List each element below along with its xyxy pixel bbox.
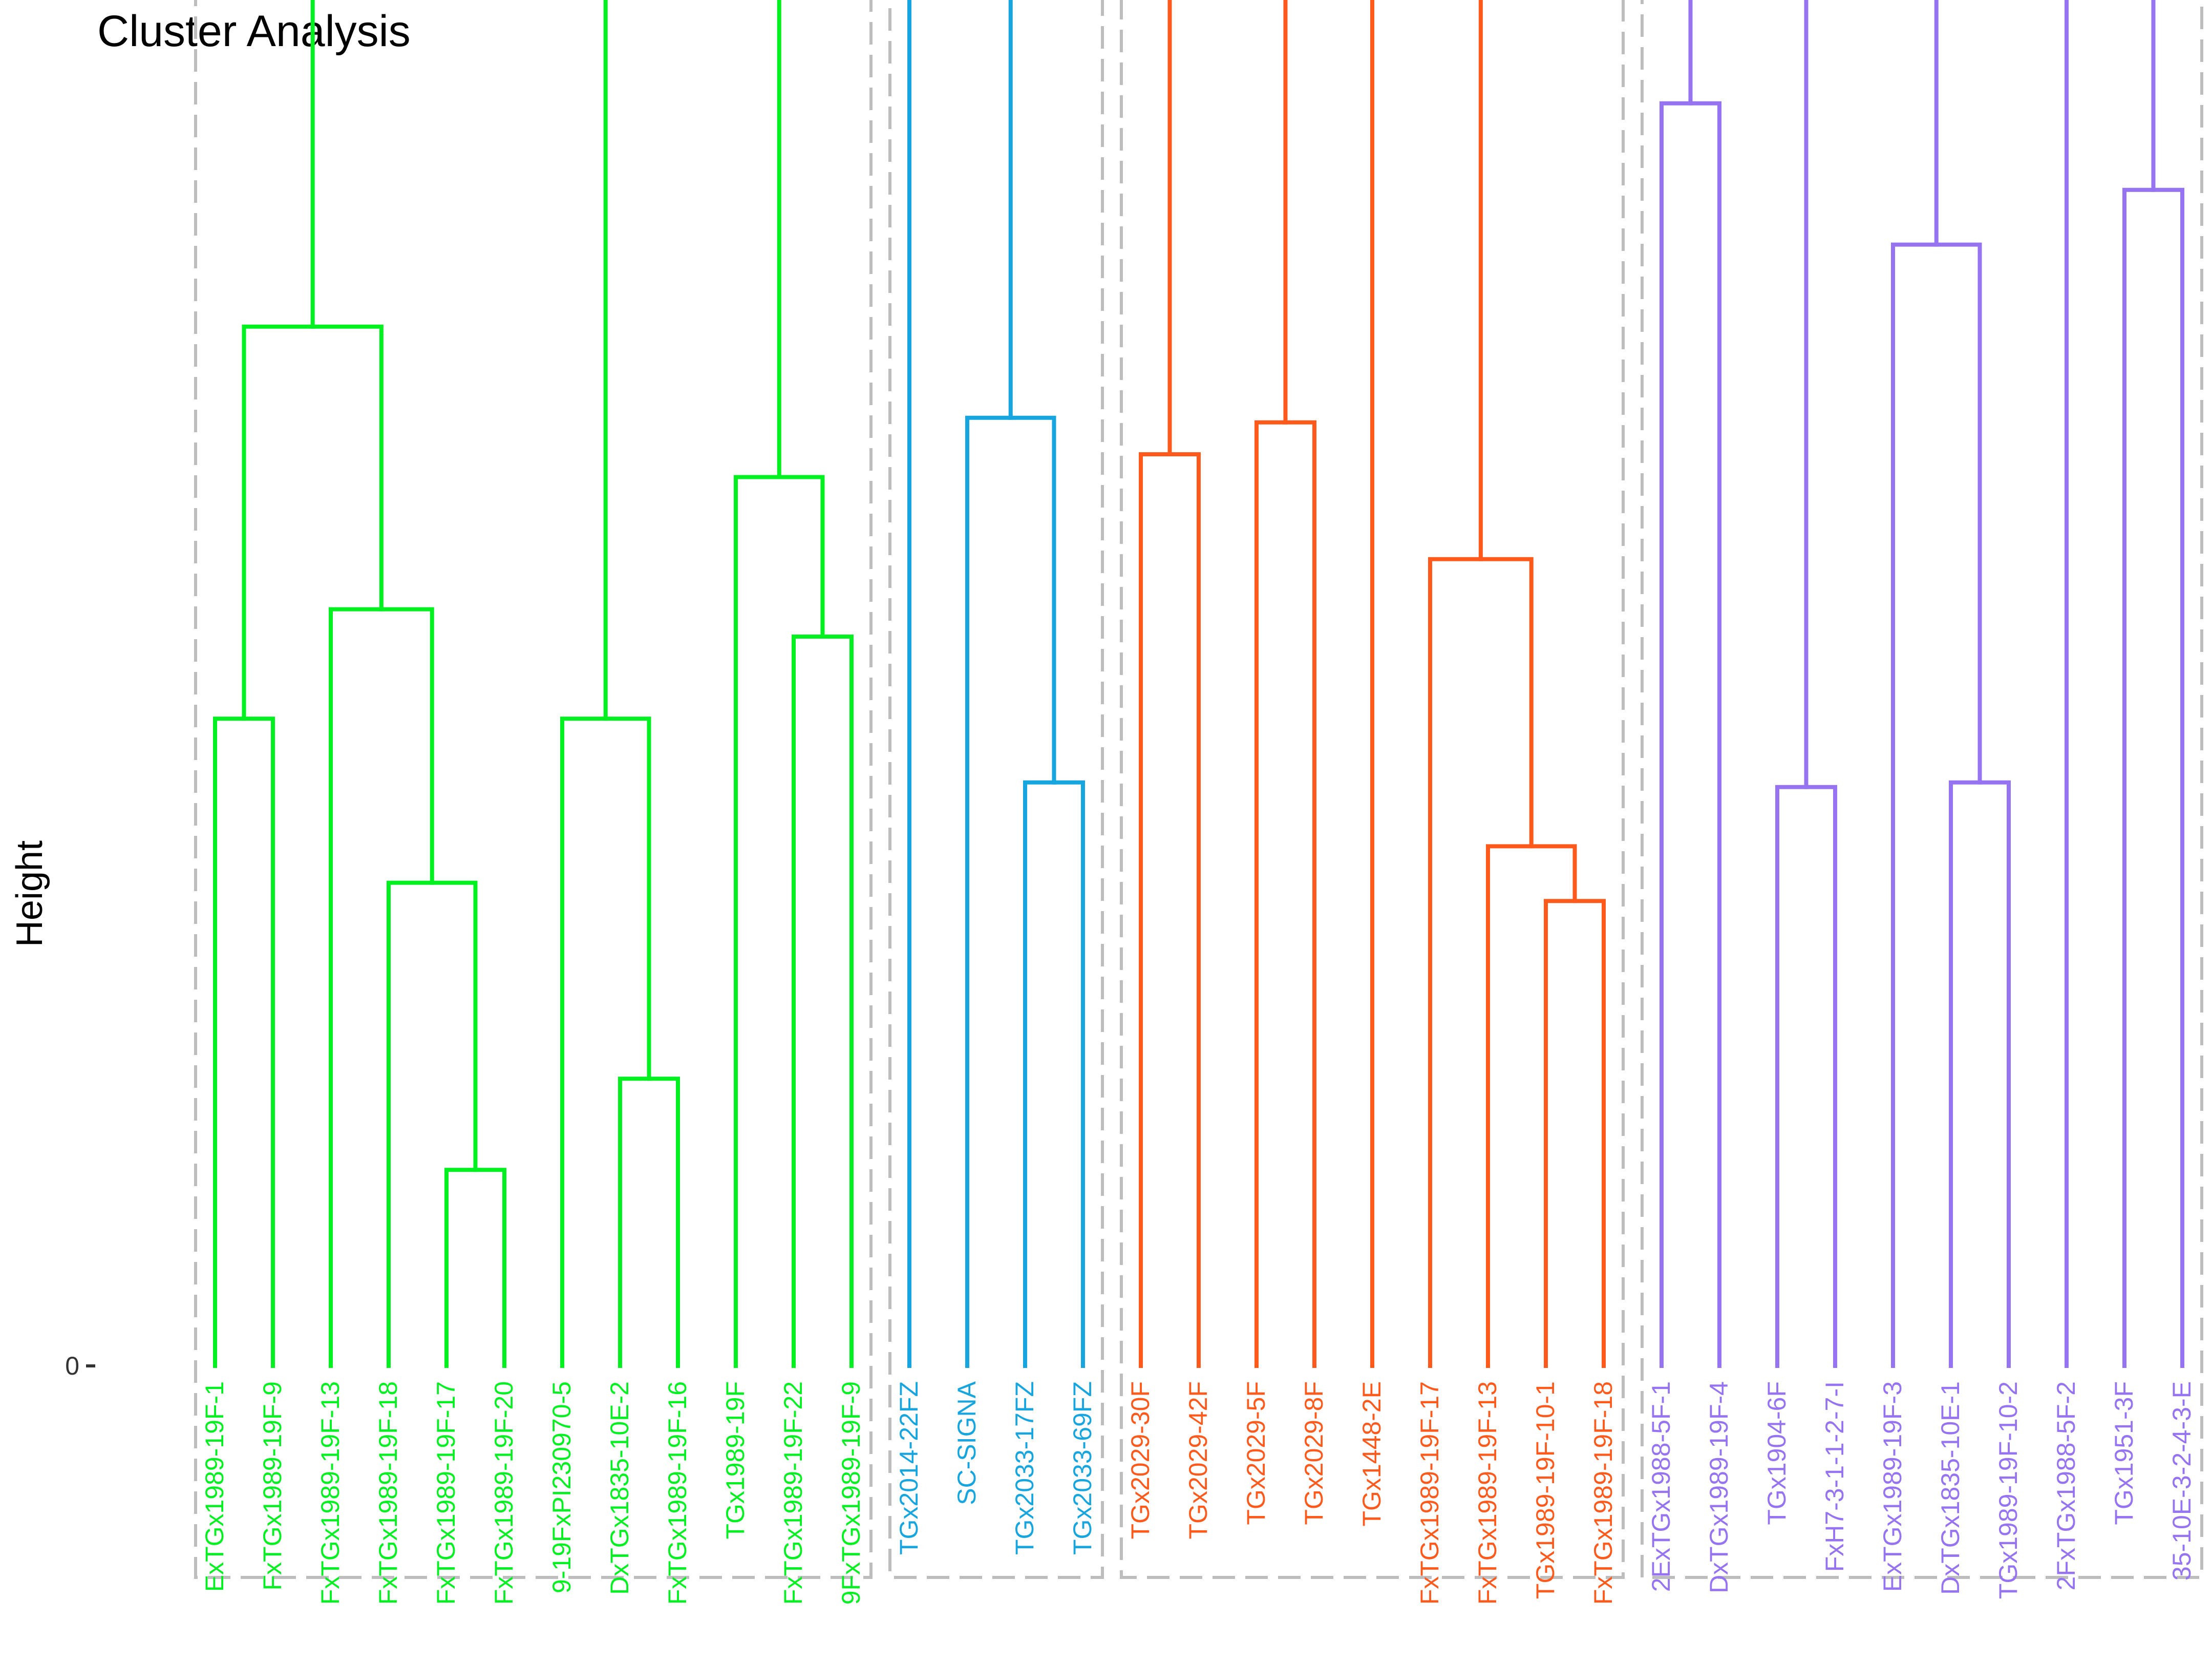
leaf-label-0: ExTGx1989-19F-1	[200, 1381, 229, 1592]
branch-m31	[2065, 0, 2156, 1368]
leaf-label-26: DxTGx1989-19F-4	[1705, 1381, 1733, 1593]
branch-m3	[387, 880, 478, 1368]
leaf-label-32: 2FxTGx1988-5F-2	[2052, 1381, 2080, 1590]
branch-m5	[242, 324, 384, 721]
branch-m10	[603, 0, 781, 721]
leaf-label-17: TGx2029-42F	[1184, 1381, 1213, 1539]
leaf-label-2: FxTGx1989-19F-13	[316, 1381, 345, 1605]
cut-boxes	[194, 0, 2203, 1579]
branch-m17	[1254, 420, 1316, 1368]
leaf-labels: ExTGx1989-19F-1 FxTGx1989-19F-9 FxTGx1989-…	[200, 1381, 2196, 1605]
cut-box-purple	[1641, 0, 2203, 1579]
leaf-label-9: TGx1989-19F	[721, 1381, 750, 1539]
branch-m1	[213, 716, 275, 1368]
branch-m29	[1688, 0, 1693, 106]
leaf-label-8: FxTGx1989-19F-16	[663, 1381, 692, 1605]
y-tick-label-0: 0	[65, 1352, 79, 1380]
branch-m4	[329, 607, 434, 1368]
branch-m26	[1949, 780, 2011, 1368]
branch-m16	[1139, 452, 1201, 1368]
branch-m28	[1804, 0, 1939, 789]
leaf-label-25: 2ExTGx1988-5F-1	[1647, 1381, 1675, 1592]
branch-m14	[907, 0, 1013, 1368]
leaf-label-1: FxTGx1989-19F-9	[258, 1381, 287, 1590]
leaf-label-20: TGx1448-2E	[1357, 1381, 1386, 1526]
branch-m13	[965, 415, 1056, 1368]
branch-m18	[1544, 899, 1606, 1368]
branch-m21	[1370, 0, 1483, 1368]
cut-box-blue	[888, 0, 1104, 1579]
leaf-label-34: 35-10E-3-2-4-3-E	[2167, 1381, 2196, 1580]
branch-m7	[560, 716, 651, 1368]
leaf-label-5: FxTGx1989-19F-20	[490, 1381, 518, 1605]
leaf-label-15: TGx2033-69FZ	[1068, 1381, 1097, 1555]
branch-m23	[1167, 0, 1172, 456]
chart-title: Cluster Analysis	[97, 7, 411, 56]
leaf-label-27: TGx1904-6F	[1762, 1381, 1791, 1525]
leaf-label-6: 9-19FxPI230970-5	[547, 1381, 576, 1593]
leaf-label-13: SC-SIGNA	[952, 1381, 981, 1505]
leaf-label-10: FxTGx1989-19F-22	[779, 1381, 807, 1605]
leaf-label-30: DxTGx1835-10E-1	[1936, 1381, 1965, 1595]
branch-m27	[1891, 242, 1982, 1368]
leaf-label-21: FxTGx1989-19F-17	[1415, 1381, 1444, 1605]
leaf-label-14: TGx2033-17FZ	[1010, 1381, 1039, 1555]
branch-m9	[734, 475, 825, 1368]
branch-m22	[1283, 0, 1288, 425]
cut-box-green	[194, 0, 873, 1579]
leaf-label-22: FxTGx1989-19F-13	[1473, 1381, 1502, 1605]
leaf-label-29: ExTGx1989-19F-3	[1878, 1381, 1907, 1592]
leaf-label-7: DxTGx1835-10E-2	[605, 1381, 634, 1595]
leaf-label-4: FxTGx1989-19F-17	[432, 1381, 460, 1605]
branch-m6	[618, 1077, 680, 1368]
leaf-label-19: TGx2029-8F	[1300, 1381, 1328, 1525]
branch-m25	[1775, 785, 1837, 1368]
dendrogram-branches	[213, 0, 2184, 1368]
leaf-label-11: 9FxTGx1989-19F-9	[837, 1381, 865, 1605]
branch-m8	[792, 635, 854, 1368]
leaf-label-28: FxH7-3-1-1-2-7-I	[1820, 1381, 1849, 1572]
leaf-label-16: TGx2029-30F	[1126, 1381, 1155, 1539]
leaf-label-3: FxTGx1989-19F-18	[374, 1381, 402, 1605]
branch-m12	[1023, 780, 1085, 1368]
leaf-label-31: TGx1989-19F-10-2	[1994, 1381, 2023, 1599]
leaf-label-24: FxTGx1989-19F-18	[1589, 1381, 1618, 1605]
branch-m20	[1428, 557, 1534, 1368]
branch-m30	[2122, 187, 2184, 1368]
branch-m2	[444, 1168, 506, 1368]
branch-m19	[1486, 844, 1577, 1368]
leaf-label-12: TGx2014-22FZ	[895, 1381, 923, 1555]
y-axis: 048	[65, 1352, 95, 1380]
leaf-label-23: TGx1989-19F-10-1	[1531, 1381, 1560, 1599]
branch-m24	[1660, 101, 1721, 1368]
leaf-label-18: TGx2029-5F	[1242, 1381, 1270, 1525]
y-axis-label: Height	[9, 840, 50, 947]
leaf-label-33: TGx1951-3F	[2110, 1381, 2138, 1525]
